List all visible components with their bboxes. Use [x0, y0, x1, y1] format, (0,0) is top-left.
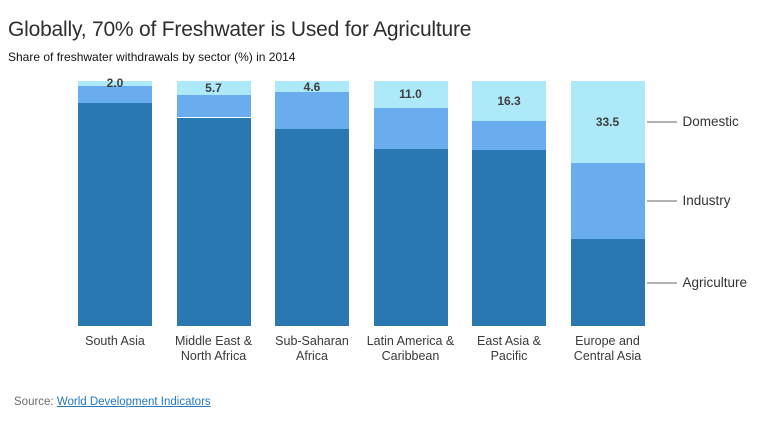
bar-segment-agriculture-3: [373, 148, 448, 326]
legend-connector-agriculture: [646, 281, 677, 284]
bar-segment-domestic-1: [176, 81, 251, 95]
bar-value-label: 33.5: [595, 115, 620, 130]
bar-segment-industry-4: [472, 120, 546, 150]
x-axis-label-2: Sub-Saharan Africa: [275, 334, 349, 363]
bar-segment-industry-2: [275, 92, 349, 129]
bar-value-label: 16.3: [497, 93, 521, 108]
bar-segment-domestic-0: [78, 81, 152, 86]
bar-segment-industry-1: [176, 94, 251, 118]
legend-label-domestic: Domestic: [682, 114, 739, 130]
bar-segment-domestic-2: [275, 81, 349, 93]
bar-segment-agriculture-2: [275, 128, 349, 326]
legend-connector-domestic: [646, 121, 677, 124]
bar-value-label: 11.0: [399, 87, 422, 102]
legend-label-agriculture: Agriculture: [682, 274, 748, 290]
x-axis-label-3: Latin America & Caribbean: [366, 334, 455, 363]
source-link[interactable]: World Development Indicators: [56, 396, 211, 408]
chart-subtitle: Share of freshwater withdrawals by secto…: [8, 50, 296, 64]
bar-segment-agriculture-4: [472, 149, 546, 326]
x-axis-label-4: East Asia & Pacific: [477, 334, 541, 363]
source-label: Source:: [14, 396, 57, 408]
source-line: Source: World Development Indicators: [14, 396, 211, 408]
bar-segment-domestic-4: [472, 81, 546, 121]
x-axis-label-0: South Asia: [85, 334, 145, 348]
legend-connector-industry: [646, 200, 677, 203]
bar-segment-agriculture-0: [78, 103, 152, 326]
bar-segment-industry-5: [570, 163, 645, 239]
bar-value-label: 4.6: [303, 79, 321, 94]
bar-segment-industry-3: [373, 107, 448, 149]
bar-segment-domestic-3: [373, 81, 448, 108]
x-axis-label-1: Middle East & North Africa: [174, 334, 253, 363]
bar-segment-domestic-5: [570, 81, 645, 164]
bar-value-label: 2.0: [106, 76, 124, 91]
bar-segment-agriculture-1: [176, 117, 251, 326]
bar-segment-agriculture-5: [570, 239, 645, 326]
bar-segment-industry-0: [78, 85, 152, 104]
x-axis-label-5: Europe and Central Asia: [573, 334, 642, 363]
legend-label-industry: Industry: [682, 193, 731, 209]
bar-value-label: 5.7: [205, 80, 222, 95]
chart-title: Globally, 70% of Freshwater is Used for …: [8, 18, 472, 41]
